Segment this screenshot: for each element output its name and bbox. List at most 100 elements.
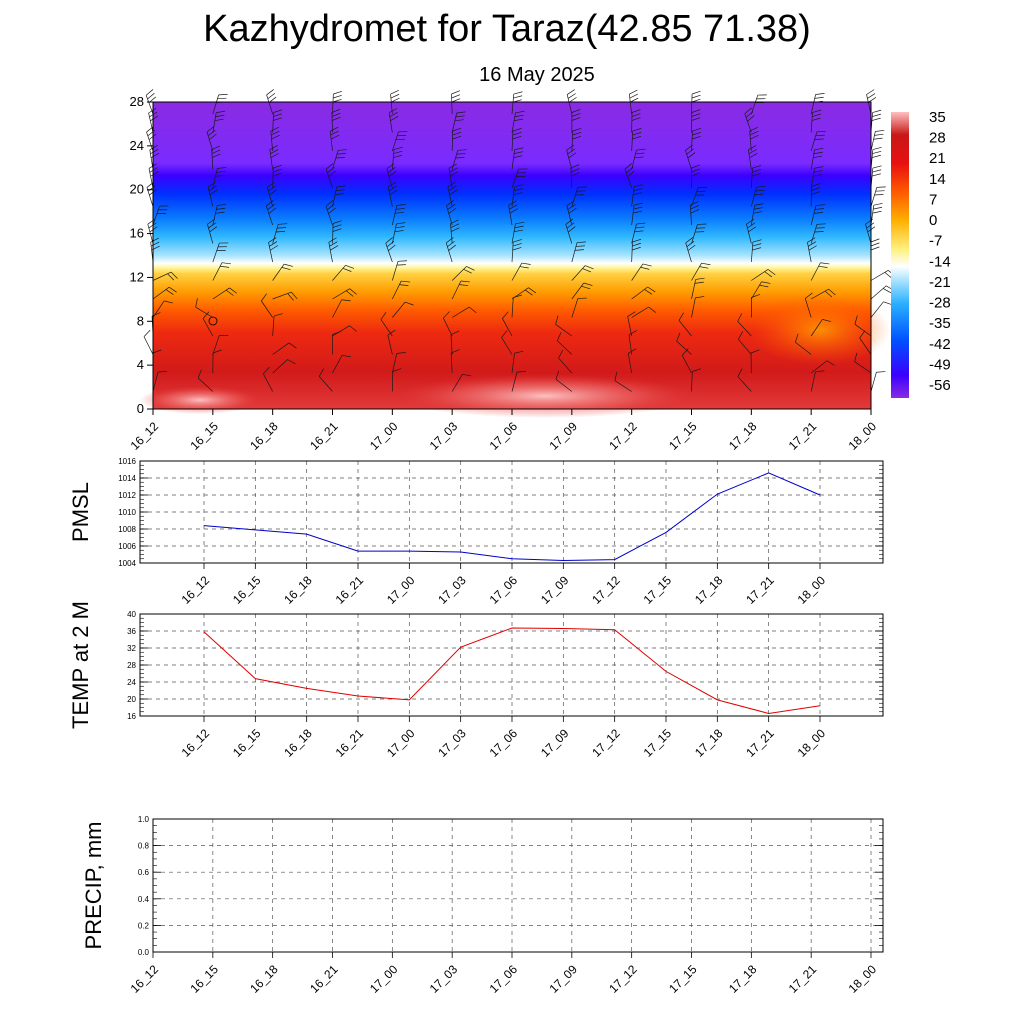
x-tick-label: 17_06 xyxy=(487,962,521,996)
wind-barb-flag xyxy=(811,191,821,195)
wind-barb-flag xyxy=(209,133,217,140)
wind-barb-flag xyxy=(268,207,277,214)
wind-barb-shaft xyxy=(631,205,635,226)
wind-barb-flag xyxy=(345,264,355,269)
wind-barb-flag xyxy=(165,289,174,295)
wind-barb-shaft xyxy=(689,205,692,226)
wind-barb-flag xyxy=(450,330,460,335)
wind-barb-flag xyxy=(627,311,636,317)
wind-barb-flag xyxy=(691,168,701,173)
wind-barb-flag xyxy=(450,219,459,224)
wind-barb-flag xyxy=(387,167,396,173)
wind-barb-shaft xyxy=(269,149,274,170)
wind-barb-flag xyxy=(335,189,345,192)
wind-barb-flag xyxy=(319,368,324,377)
wind-barb-flag xyxy=(514,151,523,154)
wind-barb-flag xyxy=(451,90,461,95)
wind-barb-flag xyxy=(278,223,288,225)
wind-barb-flag xyxy=(333,90,342,95)
wind-barb-flag xyxy=(816,130,826,133)
wind-barb-flag xyxy=(215,114,225,118)
x-tick-label: 18_00 xyxy=(795,573,829,607)
wind-barb-flag xyxy=(691,164,701,169)
wind-barb-flag xyxy=(873,137,883,140)
wind-barb-shaft xyxy=(631,306,649,318)
wind-barb-flag xyxy=(814,96,824,99)
wind-barb-shaft xyxy=(392,280,402,300)
y-tick-label: 0.0 xyxy=(138,948,150,957)
wind-barb-flag xyxy=(692,368,701,372)
wind-barb-flag xyxy=(691,136,701,140)
wind-barb-flag xyxy=(872,150,882,154)
wind-barb-flag xyxy=(752,247,762,251)
wind-barb-flag xyxy=(870,242,880,247)
wind-barb-flag xyxy=(634,156,644,159)
wind-barb-shaft xyxy=(272,263,285,281)
wind-barb-flag xyxy=(642,263,652,267)
wind-barb-shaft xyxy=(737,321,752,337)
wind-barb-flag xyxy=(701,262,711,266)
wind-barb-shaft xyxy=(392,301,406,318)
wind-barb-flag xyxy=(558,349,564,359)
wind-barb-flag xyxy=(443,311,450,319)
wind-barb-flag xyxy=(208,222,217,229)
wind-barb-shaft xyxy=(810,262,821,281)
wind-barb-shaft xyxy=(571,265,586,281)
wind-barb-shaft xyxy=(391,205,398,226)
wind-barb-shaft xyxy=(212,168,218,189)
wind-barb-shaft xyxy=(143,336,154,355)
wind-barb-shaft xyxy=(328,242,333,263)
wind-barb-shaft xyxy=(555,324,573,337)
wind-barb-shaft xyxy=(691,263,702,281)
wind-barb-flag xyxy=(635,152,645,155)
x-tick-label: 17_09 xyxy=(538,573,572,607)
wind-barb-shaft xyxy=(206,131,214,152)
wind-barb-flag xyxy=(582,268,591,273)
wind-barb-flag xyxy=(748,145,757,151)
wind-barb-flag xyxy=(387,329,396,336)
wind-barb-flag xyxy=(567,89,575,95)
wind-barb-flag xyxy=(469,306,477,313)
wind-barb-flag xyxy=(635,226,645,229)
wind-barb-shaft xyxy=(319,376,333,392)
wind-barb-flag xyxy=(755,189,765,192)
wind-barb-flag xyxy=(221,262,231,265)
wind-barb-flag xyxy=(170,271,178,279)
wind-barb-flag xyxy=(764,271,773,278)
wind-barb-shaft xyxy=(332,325,350,337)
wind-barb-flag xyxy=(336,185,346,188)
wind-barb-shaft xyxy=(391,149,395,170)
wind-barb-flag xyxy=(513,294,522,298)
wind-barb-shaft xyxy=(511,168,519,189)
wind-barb-flag xyxy=(328,207,336,214)
wind-barb-flag xyxy=(745,111,754,118)
x-tick-label: 17_12 xyxy=(606,962,640,996)
colorbar-labels: 35 28 21 14 7 0 -7 -14 -21 -28 -35 -42 -49 -56 xyxy=(929,109,951,394)
wind-barb-flag xyxy=(557,332,562,341)
x-tick-label: 17_03 xyxy=(435,573,469,607)
wind-barb-flag xyxy=(572,132,582,136)
colorbar-label: 7 xyxy=(929,191,937,208)
wind-barb-flag xyxy=(345,290,354,297)
x-tick-label: 16_21 xyxy=(333,726,367,760)
wind-barb-flag xyxy=(386,163,395,170)
wind-barb-flag xyxy=(815,204,825,206)
wind-barb-shaft xyxy=(571,282,585,300)
wind-barb-flag xyxy=(632,238,642,243)
wind-barb-flag xyxy=(749,126,758,132)
wind-barb-flag xyxy=(640,266,650,270)
wind-barb-shaft xyxy=(795,341,812,355)
wind-barb-flag xyxy=(572,128,582,132)
wind-barb-flag xyxy=(854,352,858,362)
xsec-x-tick-label: 17_09 xyxy=(546,419,580,453)
wind-barb-shaft xyxy=(152,372,159,392)
wind-barb-flag xyxy=(215,211,225,214)
wind-barb-flag xyxy=(325,163,334,170)
y-tick-label: 0.2 xyxy=(138,921,150,930)
wind-barb-shaft xyxy=(810,288,829,300)
colorbar-label: -56 xyxy=(929,377,951,394)
wind-barb-flag xyxy=(202,311,210,319)
wind-barb-flag xyxy=(349,288,357,295)
wind-barb-flag xyxy=(167,273,175,281)
wind-barb-flag xyxy=(568,152,577,159)
